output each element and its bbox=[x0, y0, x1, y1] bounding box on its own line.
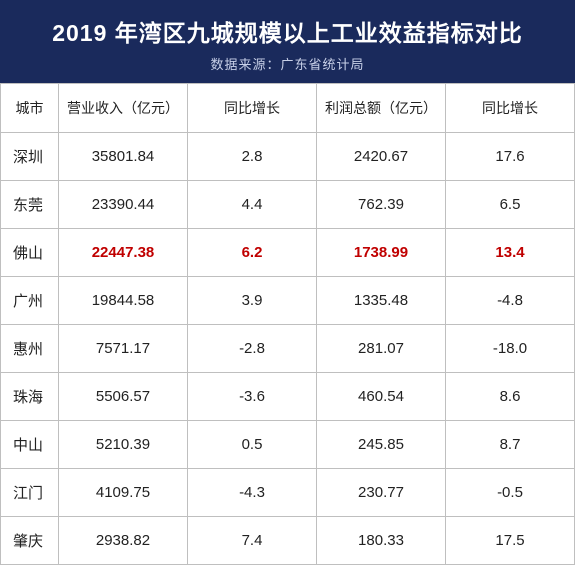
cell-prof-growth: 17.5 bbox=[446, 517, 575, 565]
cell-prof-growth: -18.0 bbox=[446, 325, 575, 373]
cell-revenue: 5506.57 bbox=[59, 373, 188, 421]
cell-city: 佛山 bbox=[1, 229, 59, 277]
table-header-banner: 2019 年湾区九城规模以上工业效益指标对比 数据来源：广东省统计局 bbox=[0, 0, 575, 83]
cell-rev-growth: -3.6 bbox=[188, 373, 317, 421]
cell-revenue: 5210.39 bbox=[59, 421, 188, 469]
cell-profit: 1738.99 bbox=[317, 229, 446, 277]
cell-rev-growth: 7.4 bbox=[188, 517, 317, 565]
table-row: 中山5210.390.5245.858.7 bbox=[1, 421, 575, 469]
cell-revenue: 7571.17 bbox=[59, 325, 188, 373]
table-row: 佛山22447.386.21738.9913.4 bbox=[1, 229, 575, 277]
cell-city: 珠海 bbox=[1, 373, 59, 421]
cell-profit: 245.85 bbox=[317, 421, 446, 469]
cell-city: 肇庆 bbox=[1, 517, 59, 565]
cell-revenue: 4109.75 bbox=[59, 469, 188, 517]
col-city: 城市 bbox=[1, 84, 59, 133]
cell-city: 东莞 bbox=[1, 181, 59, 229]
cell-profit: 460.54 bbox=[317, 373, 446, 421]
cell-rev-growth: 0.5 bbox=[188, 421, 317, 469]
cell-prof-growth: 17.6 bbox=[446, 133, 575, 181]
cell-city: 广州 bbox=[1, 277, 59, 325]
col-rev-growth: 同比增长 bbox=[188, 84, 317, 133]
cell-prof-growth: -0.5 bbox=[446, 469, 575, 517]
cell-rev-growth: 2.8 bbox=[188, 133, 317, 181]
table-row: 广州19844.583.91335.48-4.8 bbox=[1, 277, 575, 325]
cell-profit: 2420.67 bbox=[317, 133, 446, 181]
table-header-row: 城市 营业收入（亿元） 同比增长 利润总额（亿元） 同比增长 bbox=[1, 84, 575, 133]
cell-city: 江门 bbox=[1, 469, 59, 517]
cell-city: 中山 bbox=[1, 421, 59, 469]
cell-revenue: 19844.58 bbox=[59, 277, 188, 325]
cell-revenue: 2938.82 bbox=[59, 517, 188, 565]
table-row: 惠州7571.17-2.8281.07-18.0 bbox=[1, 325, 575, 373]
cell-prof-growth: 6.5 bbox=[446, 181, 575, 229]
data-source-label: 数据来源：广东省统计局 bbox=[0, 54, 575, 73]
table-row: 东莞23390.444.4762.396.5 bbox=[1, 181, 575, 229]
table-row: 江门4109.75-4.3230.77-0.5 bbox=[1, 469, 575, 517]
cell-prof-growth: 8.7 bbox=[446, 421, 575, 469]
cell-prof-growth: 8.6 bbox=[446, 373, 575, 421]
cell-prof-growth: -4.8 bbox=[446, 277, 575, 325]
table-row: 深圳35801.842.82420.6717.6 bbox=[1, 133, 575, 181]
page-title: 2019 年湾区九城规模以上工业效益指标对比 bbox=[0, 14, 575, 48]
cell-city: 惠州 bbox=[1, 325, 59, 373]
cell-profit: 180.33 bbox=[317, 517, 446, 565]
cell-rev-growth: -4.3 bbox=[188, 469, 317, 517]
table-row: 珠海5506.57-3.6460.548.6 bbox=[1, 373, 575, 421]
cell-profit: 230.77 bbox=[317, 469, 446, 517]
col-profit: 利润总额（亿元） bbox=[317, 84, 446, 133]
cell-profit: 762.39 bbox=[317, 181, 446, 229]
col-revenue: 营业收入（亿元） bbox=[59, 84, 188, 133]
cell-rev-growth: 4.4 bbox=[188, 181, 317, 229]
data-table: 城市 营业收入（亿元） 同比增长 利润总额（亿元） 同比增长 深圳35801.8… bbox=[0, 83, 575, 565]
cell-profit: 1335.48 bbox=[317, 277, 446, 325]
cell-profit: 281.07 bbox=[317, 325, 446, 373]
page-container: 2019 年湾区九城规模以上工业效益指标对比 数据来源：广东省统计局 城市 营业… bbox=[0, 0, 575, 565]
cell-rev-growth: 3.9 bbox=[188, 277, 317, 325]
cell-revenue: 35801.84 bbox=[59, 133, 188, 181]
col-prof-growth: 同比增长 bbox=[446, 84, 575, 133]
cell-rev-growth: 6.2 bbox=[188, 229, 317, 277]
table-body: 深圳35801.842.82420.6717.6东莞23390.444.4762… bbox=[1, 133, 575, 565]
cell-rev-growth: -2.8 bbox=[188, 325, 317, 373]
cell-prof-growth: 13.4 bbox=[446, 229, 575, 277]
cell-city: 深圳 bbox=[1, 133, 59, 181]
cell-revenue: 23390.44 bbox=[59, 181, 188, 229]
cell-revenue: 22447.38 bbox=[59, 229, 188, 277]
table-row: 肇庆2938.827.4180.3317.5 bbox=[1, 517, 575, 565]
